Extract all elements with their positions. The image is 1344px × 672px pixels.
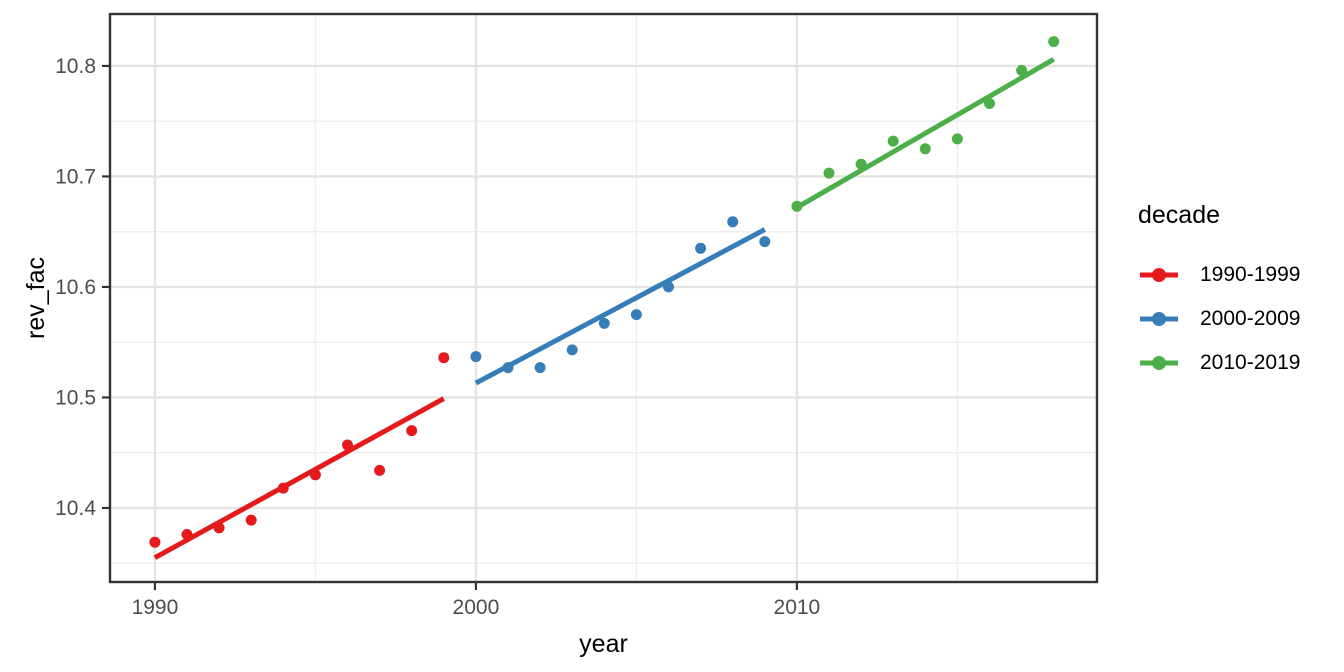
data-point (598, 317, 610, 329)
legend-item-decade-2000: 2000-2009 (1138, 306, 1300, 332)
data-point (951, 133, 963, 145)
data-point (1048, 36, 1060, 48)
data-point (759, 236, 771, 248)
legend-item-label: 2010-2019 (1200, 351, 1301, 374)
legend-title: decade (1138, 201, 1221, 229)
data-point (534, 362, 546, 374)
x-tick-label: 2000 (453, 596, 500, 619)
data-point (245, 514, 257, 526)
legend-item-decade-2010: 2010-2019 (1138, 350, 1300, 376)
x-tick-label: 2010 (774, 596, 821, 619)
data-point (470, 351, 482, 363)
data-point (823, 167, 835, 179)
data-point (438, 352, 450, 364)
x-tick-label: 1990 (132, 596, 179, 619)
data-point (695, 242, 707, 254)
data-point (374, 464, 386, 476)
legend-key-line-dot-icon (1140, 268, 1178, 282)
y-tick-label: 10.5 (55, 386, 96, 409)
data-point (919, 143, 931, 155)
y-tick-label: 10.8 (55, 55, 96, 78)
y-tick-label: 10.6 (55, 276, 96, 299)
legend-item-label: 1990-1999 (1200, 263, 1301, 286)
legend-item-decade-1990: 1990-1999 (1138, 262, 1300, 288)
data-point (149, 536, 161, 548)
y-tick-label: 10.4 (55, 497, 96, 520)
panel-border (108, 12, 1099, 584)
y-tick-label: 10.7 (55, 165, 96, 188)
data-point (406, 425, 418, 437)
data-point (1016, 64, 1028, 76)
trend-line (795, 57, 1055, 210)
y-axis-title: rev_fac (22, 257, 50, 339)
data-point (630, 309, 642, 321)
legend-key-line-dot-icon (1140, 356, 1178, 370)
trend-line (474, 227, 766, 386)
legend-key-line-dot-icon (1140, 312, 1178, 326)
legend-item-label: 2000-2009 (1200, 307, 1301, 330)
data-point (727, 216, 739, 228)
trend-line (153, 396, 446, 560)
data-point (566, 344, 578, 356)
x-axis-title: year (579, 630, 628, 658)
legend: decade 1990-1999 2000-2009 2010-2019 (1138, 201, 1300, 394)
data-point (887, 135, 899, 147)
